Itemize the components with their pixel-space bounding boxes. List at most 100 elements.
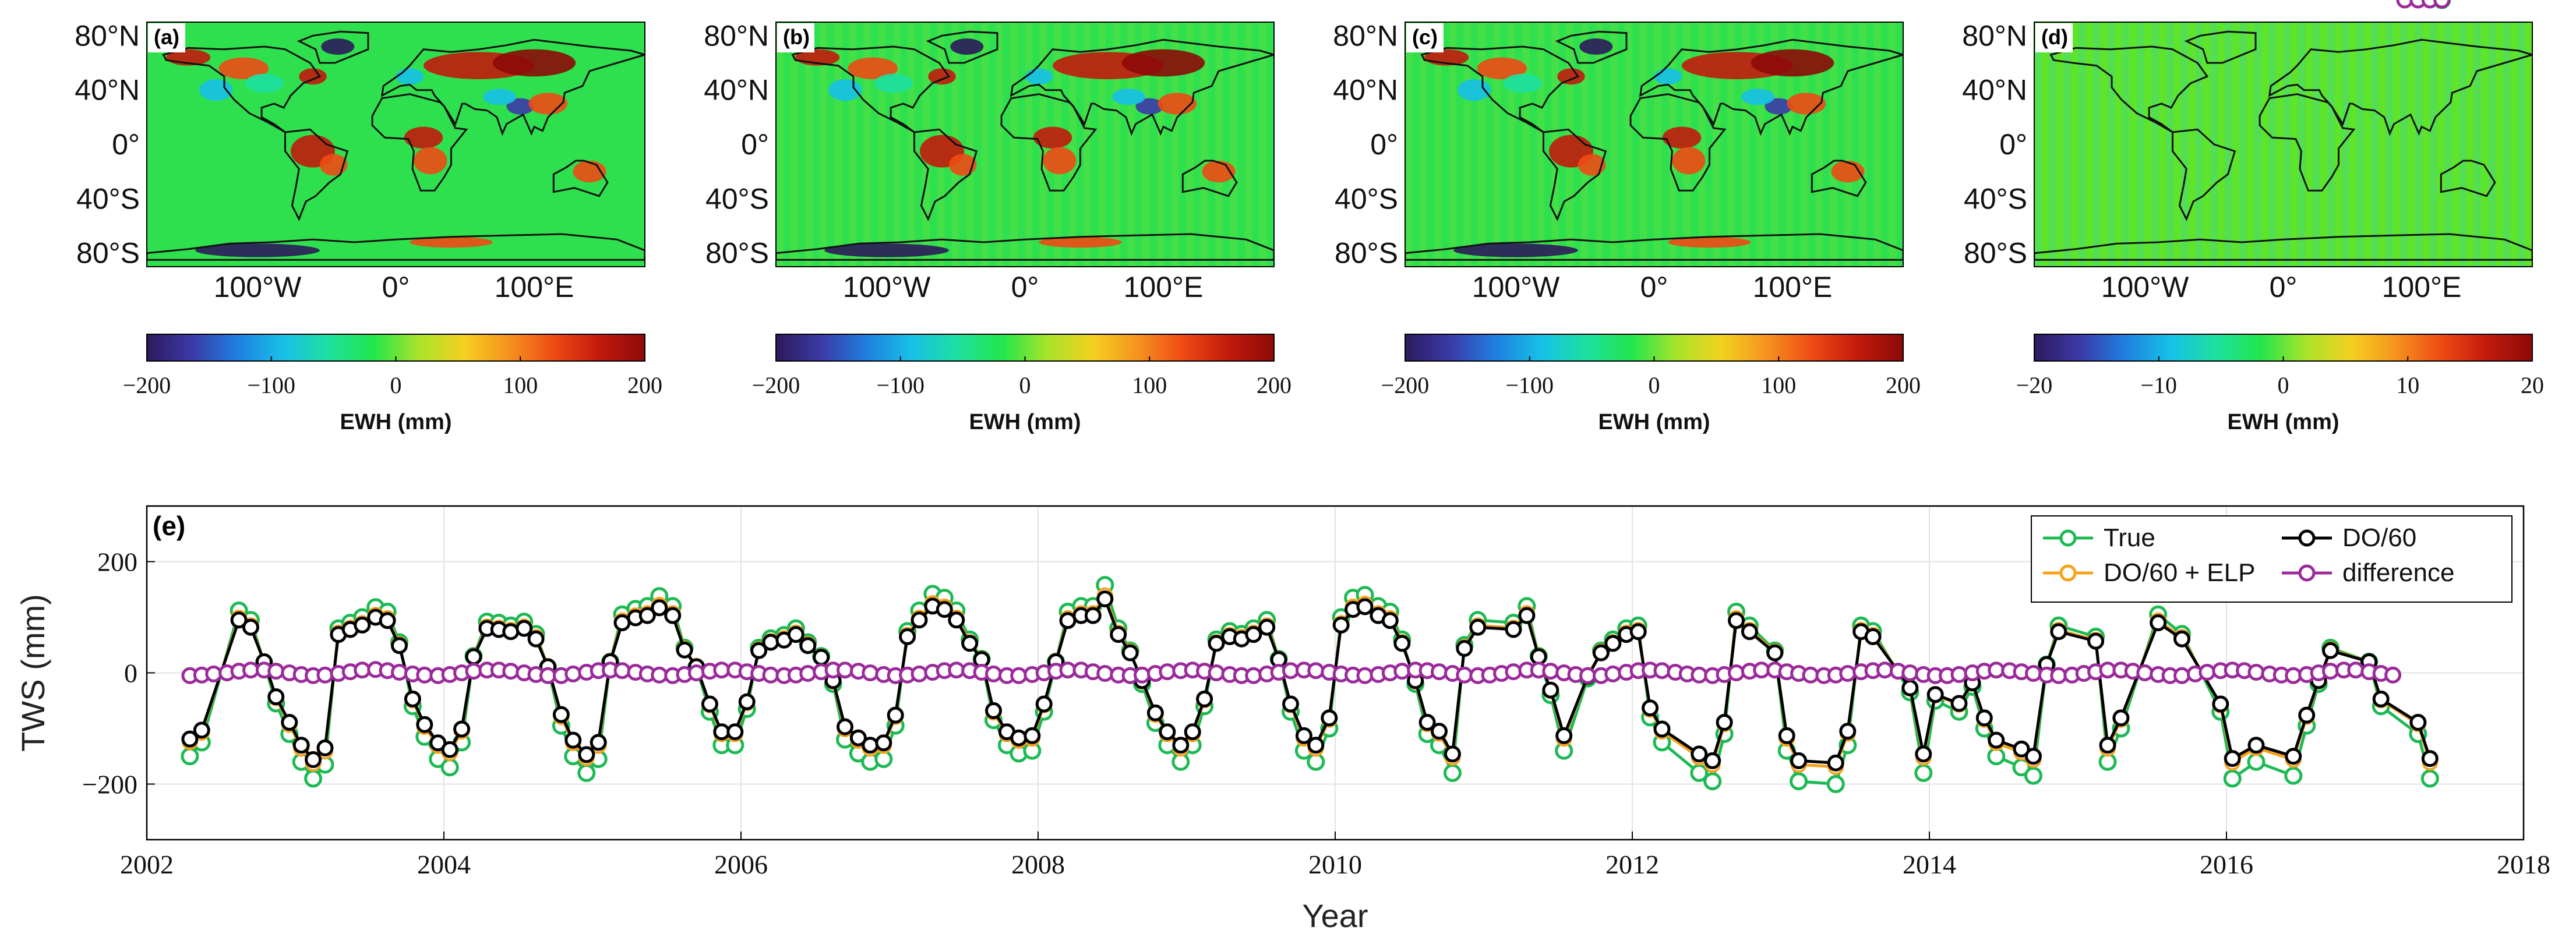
data-point-do-60 (1827, 754, 1844, 772)
data-point-do-60 (1258, 618, 1276, 636)
timeseries-panel-e: 2002 2004 2006 2008 2010 2012 2014 2016 20182000… (15, 0, 2550, 934)
map-anomaly-blob (1458, 79, 1491, 101)
panel-tag-bg (1406, 23, 1444, 52)
data-point-do-60 (1024, 727, 1041, 744)
map-ringing-stripe (1171, 22, 1179, 267)
data-point-do-60 (453, 720, 471, 738)
data-point-do-60 (441, 741, 458, 758)
map-panel-b: (b) 80°N 40°N 0° 40°S 80°S 100°W 0° 100°E −200 −10… (704, 19, 1291, 434)
data-point-do-60 (2298, 706, 2316, 724)
map-ringing-stripe (2107, 22, 2115, 267)
data-point-do-60 (2285, 748, 2302, 765)
map-ringing-stripe (820, 22, 828, 267)
map-ringing-stripe (966, 22, 974, 267)
lat-label: 80°S (76, 237, 140, 270)
data-point-do-60 (502, 623, 520, 641)
data-point-true (1443, 763, 1462, 782)
map-ringing-stripe (996, 22, 1003, 267)
map-ringing-stripe (2356, 22, 2364, 267)
map-ringing-stripe (849, 22, 857, 267)
lat-label: 40°N (704, 74, 769, 107)
map-ringing-stripe (863, 22, 871, 267)
data-point-do-60 (305, 751, 322, 768)
data-point-difference (1542, 663, 1559, 680)
data-point-true (304, 769, 323, 788)
map-ringing-stripe (2268, 22, 2276, 267)
lat-label: 0° (1999, 128, 2027, 161)
data-point-difference (1010, 667, 1028, 684)
coastline-africa (2259, 93, 2356, 192)
data-point-difference (564, 665, 582, 682)
data-point-do-60 (1653, 720, 1671, 738)
coastline-africa (1000, 93, 1098, 192)
lon-label: 100°W (843, 271, 931, 303)
data-point-do-60 (1518, 607, 1536, 624)
coastline-australia (1181, 160, 1238, 197)
data-point-do-60 (379, 612, 396, 629)
legend-swatch-marker-do-60 (2298, 529, 2316, 547)
map-ringing-stripe (1259, 22, 1267, 267)
x-tick-label: 2004 (417, 850, 471, 879)
data-point-difference (2421, 0, 2439, 9)
panel-tag-bg (2035, 23, 2073, 52)
map-anomaly-blob (1121, 49, 1205, 77)
data-point-difference (948, 661, 965, 679)
data-point-difference (1456, 666, 1473, 684)
data-point-do-60 (948, 611, 965, 629)
colorbar (2034, 334, 2533, 362)
data-point-do-60 (2212, 695, 2229, 713)
map-ringing-stripe (2342, 22, 2349, 267)
map-ringing-stripe (2078, 22, 2086, 267)
data-point-difference (862, 664, 879, 681)
lon-label: 100°W (1472, 271, 1560, 303)
map-anomaly-blob (1503, 73, 1543, 93)
map-ringing-stripe (1215, 22, 1223, 267)
data-point-difference (502, 663, 520, 680)
map-ringing-stripe (2503, 22, 2511, 267)
map-ringing-stripe (893, 22, 901, 267)
data-point-true (2223, 769, 2242, 788)
map-ringing-stripe (1127, 22, 1135, 267)
data-point-do-60 (2322, 642, 2339, 659)
data-point-do-60 (1704, 752, 1721, 769)
lon-label: 100°E (495, 271, 574, 303)
series-do-60 (181, 0, 2451, 772)
map-panel-c: (c) 80°N 40°N 0° 40°S 80°S 100°W 0° 100°E −200 −10… (1333, 19, 1921, 434)
data-point-do-60 (961, 635, 979, 652)
x-axis-label: Year (1302, 897, 1368, 934)
map-anomaly-blob (1579, 38, 1613, 55)
map-ringing-stripe (1713, 22, 1720, 267)
map-ringing-stripe (2137, 22, 2144, 267)
data-point-do-60 (2421, 750, 2439, 767)
data-point-do-60 (837, 718, 853, 735)
map-anomaly-blob (1765, 98, 1792, 115)
map-ringing-stripe (1654, 22, 1662, 267)
map-anomaly-blob (410, 236, 493, 248)
data-point-do-60 (1110, 626, 1127, 643)
map-ringing-stripe (1888, 22, 1896, 267)
map-ringing-stripe (2283, 22, 2291, 267)
data-point-difference (762, 666, 779, 684)
data-point-do-60 (1555, 727, 1573, 744)
data-point-do-60 (1172, 737, 1190, 754)
data-point-do-60 (1716, 714, 1733, 731)
data-point-difference (613, 662, 631, 680)
lon-label: 0° (382, 271, 410, 303)
map-ringing-stripe (1201, 22, 1208, 267)
colorbar-tick-label: 200 (627, 372, 662, 398)
coastline-south-america (284, 128, 349, 221)
colorbar-tick-label: 20 (2521, 372, 2544, 398)
map-frame (1405, 22, 1904, 267)
map-anomaly-blob (1557, 68, 1585, 85)
data-point-difference (1753, 661, 1770, 679)
panel-tag-bg (148, 23, 185, 52)
data-point-do-60 (787, 626, 804, 643)
map-ringing-stripe (2063, 22, 2071, 267)
map-ringing-stripe (1698, 22, 1706, 267)
colorbar-tick-label: 0 (1019, 372, 1031, 398)
map-panel-a: (a) 80°N 40°N 0° 40°S 80°S 100°W 0° 100°E −200 −10… (75, 19, 662, 434)
data-point-do-60 (664, 607, 682, 624)
map-anomaly-blob (1453, 243, 1578, 257)
